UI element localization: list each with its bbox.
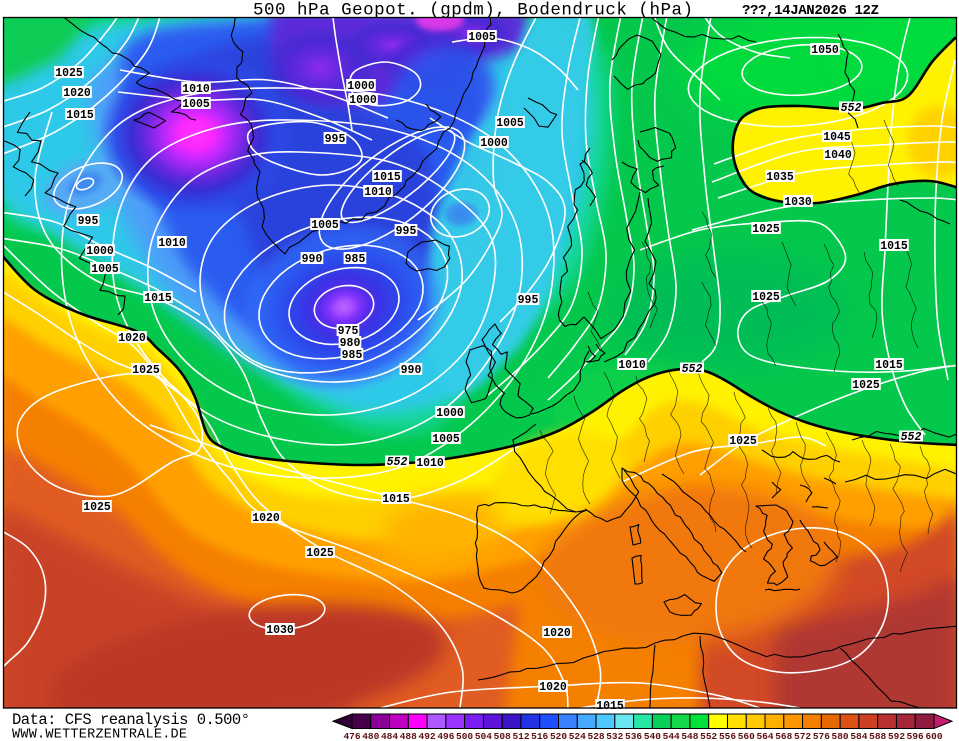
svg-text:???,14JAN2026 12Z: ???,14JAN2026 12Z — [742, 3, 879, 19]
svg-text:1035: 1035 — [766, 171, 794, 184]
svg-text:995: 995 — [518, 294, 539, 307]
svg-text:1015: 1015 — [596, 700, 624, 713]
svg-text:476: 476 — [343, 731, 360, 741]
svg-text:1000: 1000 — [86, 245, 114, 258]
svg-text:544: 544 — [663, 731, 680, 741]
svg-text:1020: 1020 — [543, 627, 571, 640]
svg-text:1025: 1025 — [132, 364, 160, 377]
svg-text:552: 552 — [901, 431, 922, 444]
svg-text:1020: 1020 — [63, 87, 91, 100]
svg-text:975: 975 — [338, 325, 359, 338]
svg-text:1005: 1005 — [182, 98, 210, 111]
svg-text:WWW.WETTERZENTRALE.DE: WWW.WETTERZENTRALE.DE — [12, 728, 187, 741]
svg-text:500 hPa Geopot. (gpdm), Bodend: 500 hPa Geopot. (gpdm), Bodendruck (hPa) — [253, 1, 693, 21]
svg-text:1015: 1015 — [373, 171, 401, 184]
svg-text:1005: 1005 — [432, 433, 460, 446]
svg-text:480: 480 — [362, 731, 379, 741]
svg-text:508: 508 — [494, 731, 511, 741]
svg-text:1015: 1015 — [382, 493, 410, 506]
svg-text:552: 552 — [682, 363, 703, 376]
svg-text:1025: 1025 — [55, 67, 83, 80]
svg-text:1045: 1045 — [823, 131, 851, 144]
svg-text:600: 600 — [925, 731, 942, 741]
svg-text:580: 580 — [832, 731, 849, 741]
svg-text:995: 995 — [325, 133, 346, 146]
svg-text:1005: 1005 — [311, 219, 339, 232]
svg-text:504: 504 — [475, 731, 492, 741]
svg-text:1010: 1010 — [618, 359, 646, 372]
svg-text:576: 576 — [813, 731, 830, 741]
svg-text:1025: 1025 — [729, 435, 757, 448]
svg-text:980: 980 — [340, 337, 361, 350]
svg-text:1010: 1010 — [158, 237, 186, 250]
svg-text:1040: 1040 — [824, 149, 852, 162]
svg-text:588: 588 — [869, 731, 886, 741]
svg-text:1015: 1015 — [875, 359, 903, 372]
svg-text:1005: 1005 — [496, 117, 524, 130]
svg-text:1010: 1010 — [416, 457, 444, 470]
svg-text:990: 990 — [302, 253, 323, 266]
svg-text:572: 572 — [794, 731, 811, 741]
svg-text:552: 552 — [841, 102, 862, 115]
svg-text:500: 500 — [456, 731, 473, 741]
svg-text:1025: 1025 — [752, 291, 780, 304]
svg-text:496: 496 — [437, 731, 454, 741]
svg-text:520: 520 — [550, 731, 567, 741]
svg-text:1010: 1010 — [182, 83, 210, 96]
svg-text:516: 516 — [531, 731, 548, 741]
svg-text:584: 584 — [850, 731, 867, 741]
svg-text:568: 568 — [775, 731, 792, 741]
svg-text:1010: 1010 — [364, 186, 392, 199]
svg-text:1030: 1030 — [784, 196, 812, 209]
svg-text:1000: 1000 — [480, 137, 508, 150]
svg-text:1020: 1020 — [118, 332, 146, 345]
svg-text:1015: 1015 — [66, 109, 94, 122]
svg-text:1000: 1000 — [347, 80, 375, 93]
svg-text:985: 985 — [342, 349, 363, 362]
svg-text:990: 990 — [401, 364, 422, 377]
svg-text:1005: 1005 — [468, 31, 496, 44]
svg-text:1025: 1025 — [83, 501, 111, 514]
svg-text:528: 528 — [588, 731, 605, 741]
svg-text:995: 995 — [78, 215, 99, 228]
svg-text:488: 488 — [400, 731, 417, 741]
svg-text:1005: 1005 — [91, 263, 119, 276]
svg-text:552: 552 — [387, 456, 408, 469]
svg-text:532: 532 — [606, 731, 623, 741]
svg-text:1020: 1020 — [539, 681, 567, 694]
svg-text:592: 592 — [888, 731, 905, 741]
svg-text:1030: 1030 — [266, 624, 294, 637]
svg-text:512: 512 — [512, 731, 529, 741]
svg-text:548: 548 — [681, 731, 698, 741]
svg-text:1025: 1025 — [852, 379, 880, 392]
svg-text:995: 995 — [396, 225, 417, 238]
svg-text:596: 596 — [907, 731, 924, 741]
svg-text:536: 536 — [625, 731, 642, 741]
svg-text:1050: 1050 — [811, 44, 839, 57]
svg-text:556: 556 — [719, 731, 736, 741]
svg-text:1020: 1020 — [252, 512, 280, 525]
svg-text:1015: 1015 — [144, 292, 172, 305]
svg-text:524: 524 — [569, 731, 586, 741]
svg-text:985: 985 — [345, 253, 366, 266]
svg-text:1025: 1025 — [306, 547, 334, 560]
svg-text:552: 552 — [700, 731, 717, 741]
svg-text:Data: CFS reanalysis 0.500°: Data: CFS reanalysis 0.500° — [12, 711, 250, 729]
svg-text:560: 560 — [738, 731, 755, 741]
svg-text:1025: 1025 — [752, 223, 780, 236]
svg-text:484: 484 — [381, 731, 398, 741]
svg-text:540: 540 — [644, 731, 661, 741]
svg-text:1015: 1015 — [880, 240, 908, 253]
svg-text:1000: 1000 — [349, 94, 377, 107]
svg-text:1000: 1000 — [436, 407, 464, 420]
svg-text:564: 564 — [756, 731, 773, 741]
svg-text:492: 492 — [419, 731, 436, 741]
